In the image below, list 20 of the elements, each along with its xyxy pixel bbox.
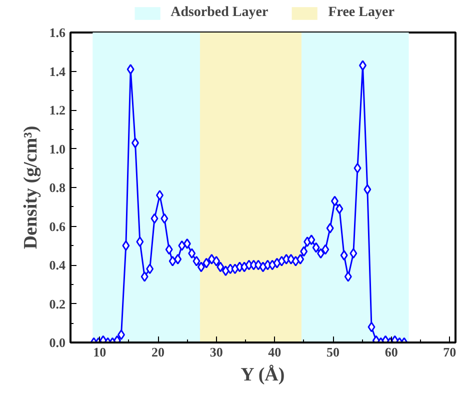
- legend-label: Adsorbed Layer: [170, 5, 268, 21]
- y-axis-title: Density (g/cm³): [20, 126, 42, 250]
- x-tick-label: 70: [443, 344, 456, 360]
- y-tick-label: 0.4: [49, 258, 66, 272]
- x-tick-label: 50: [326, 344, 340, 360]
- y-tick-label: 0.8: [49, 180, 66, 195]
- y-tick-label: 0.2: [49, 296, 66, 312]
- y-tick-label: 1.4: [49, 64, 66, 79]
- y-tick-label: 0.6: [49, 218, 66, 234]
- y-tick-label: 1.0: [49, 141, 66, 156]
- y-tick-label: 1.2: [49, 102, 66, 118]
- x-tick-label: 10: [93, 344, 106, 360]
- y-tick-label: 0.0: [49, 335, 66, 350]
- legend-label: Free Layer: [328, 5, 394, 21]
- y-tick-label: 1.6: [49, 25, 66, 40]
- x-tick-label: 20: [152, 344, 164, 360]
- x-axis-title: Y (Å): [240, 364, 285, 386]
- x-tick-label: 40: [268, 344, 282, 360]
- x-tick-label: 60: [384, 344, 398, 360]
- x-tick-label: 30: [210, 344, 223, 360]
